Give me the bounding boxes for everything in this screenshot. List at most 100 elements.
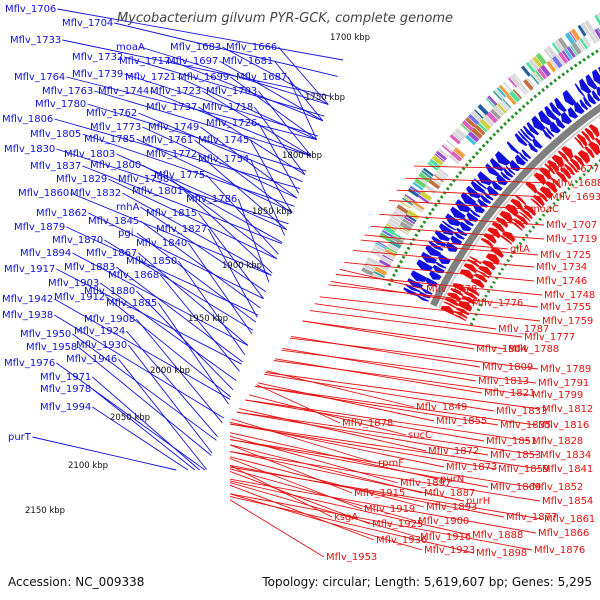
reverse-leader-line: [319, 296, 541, 322]
cog-block: [477, 122, 488, 133]
reverse-gene-label: Mflv_1851: [486, 436, 537, 447]
kbp-tick-label: 1950 kbp: [188, 314, 228, 324]
reverse-gene-arrow: [464, 291, 478, 300]
forward-gene-label: Mflv_1994: [40, 402, 91, 413]
reverse-gene-arrow: [443, 301, 457, 309]
reverse-gene-arrow: [511, 221, 523, 231]
cog-block: [582, 35, 592, 48]
forward-gene-arrow: [532, 138, 543, 149]
cog-block: [532, 56, 543, 68]
forward-gene-label: Mflv_1754: [198, 154, 249, 165]
backbone-inner-ring: [437, 113, 600, 309]
reverse-gene-arrow: [452, 283, 467, 293]
forward-gene-arrow: [591, 90, 600, 102]
forward-gene-arrow: [549, 102, 562, 117]
kbp-tick-label: 2000 kbp: [150, 366, 190, 376]
reverse-leader-line: [229, 493, 533, 551]
cog-block: [519, 82, 529, 94]
forward-leader-line: [92, 406, 189, 471]
cog-block: [428, 179, 441, 190]
forward-gene-label: Mflv_1721: [125, 72, 176, 83]
reverse-gene-arrow: [587, 141, 600, 156]
reverse-leader-line: [405, 177, 551, 184]
reverse-gene-label: purN: [440, 474, 464, 485]
forward-leader-line: [200, 126, 298, 199]
reverse-gene-arrow: [447, 292, 462, 302]
forward-gene-label: Mflv_1971: [40, 372, 91, 383]
reverse-gene-label: Mflv_1719: [546, 234, 597, 245]
reverse-leader-line: [360, 239, 539, 256]
reverse-leader-line: [239, 408, 427, 452]
forward-gene-label: Mflv_1704: [62, 18, 113, 29]
forward-leader-line: [250, 139, 293, 214]
forward-leader-line: [92, 376, 200, 471]
forward-gene-label: rnhA: [116, 202, 140, 213]
tick-mark: [557, 75, 562, 80]
tick-mark: [448, 182, 453, 187]
cog-block: [363, 264, 376, 272]
forward-gene-label: Mflv_1815: [146, 208, 197, 219]
reverse-gene-label: Mflv_1866: [538, 528, 589, 539]
reverse-gene-arrow: [499, 210, 514, 224]
forward-gene-label: purT: [8, 432, 32, 443]
reverse-leader-line: [353, 249, 535, 268]
forward-gene-arrow: [485, 163, 500, 177]
reverse-gene-label: Mflv_1755: [540, 302, 591, 313]
reverse-gene-arrow: [584, 127, 595, 141]
forward-gene-arrow: [428, 240, 444, 251]
reverse-leader-line: [389, 200, 529, 210]
reverse-leader-line: [328, 284, 539, 308]
forward-gene-label: Mflv_1860: [18, 188, 69, 199]
tick-mark: [481, 143, 486, 148]
forward-gene-label: Mflv_1681: [222, 56, 273, 67]
tick-mark: [537, 91, 542, 96]
forward-gene-label: Mflv_1744: [98, 86, 149, 97]
reverse-leader-line: [229, 499, 325, 558]
cog-block: [460, 123, 471, 133]
forward-leader-line: [128, 344, 213, 454]
reverse-gene-label: moaC: [530, 204, 559, 215]
forward-leader-line: [116, 266, 243, 363]
reverse-gene-label: Mflv_1853: [490, 450, 541, 461]
cog-block: [412, 181, 424, 191]
tick-mark: [492, 280, 496, 285]
cog-block: [543, 48, 553, 60]
cog-block: [422, 167, 434, 177]
cog-block: [413, 201, 425, 211]
reverse-gene-label: Mflv_1834: [540, 450, 591, 461]
forward-gene-label: Mflv_1930: [76, 340, 127, 351]
reverse-gene-label: Mflv_1876: [534, 545, 585, 556]
cog-block: [520, 65, 531, 77]
cog-block: [494, 89, 505, 100]
forward-gene-label: Mflv_1845: [88, 216, 139, 227]
cog-block: [571, 42, 582, 55]
cog-block: [421, 170, 433, 179]
cog-block: [388, 217, 401, 227]
forward-leader-line: [122, 192, 272, 276]
tick-mark: [594, 162, 598, 167]
reverse-gene-label: Mflv_1936: [376, 535, 427, 546]
forward-gene-label: Mflv_1726: [206, 118, 257, 129]
forward-gene-arrow: [500, 171, 511, 181]
cog-block: [465, 134, 477, 146]
reverse-leader-line: [236, 411, 489, 456]
reverse-leader-line: [282, 347, 477, 382]
cog-block: [429, 158, 441, 169]
forward-gene-label: Mflv_1832: [70, 188, 121, 199]
reverse-gene-arrow: [478, 265, 492, 277]
reverse-leader-line: [229, 468, 417, 522]
reverse-gene-arrow: [491, 221, 505, 233]
forward-gene-label: Mflv_1763: [42, 86, 93, 97]
reverse-gene-label: purH: [466, 496, 490, 507]
forward-gene-arrow: [521, 149, 532, 159]
reverse-gene-arrow: [514, 194, 527, 206]
forward-leader-line: [114, 22, 338, 77]
reverse-gene-label: Mflv_1919: [364, 504, 415, 515]
reverse-gene-arrow: [530, 198, 542, 209]
reverse-gene-arrow: [504, 204, 519, 217]
forward-gene-label: Mflv_1850: [126, 256, 177, 267]
cog-block: [376, 240, 388, 248]
cog-block: [386, 220, 399, 229]
reverse-gene-label: Mflv_1849: [416, 402, 467, 413]
